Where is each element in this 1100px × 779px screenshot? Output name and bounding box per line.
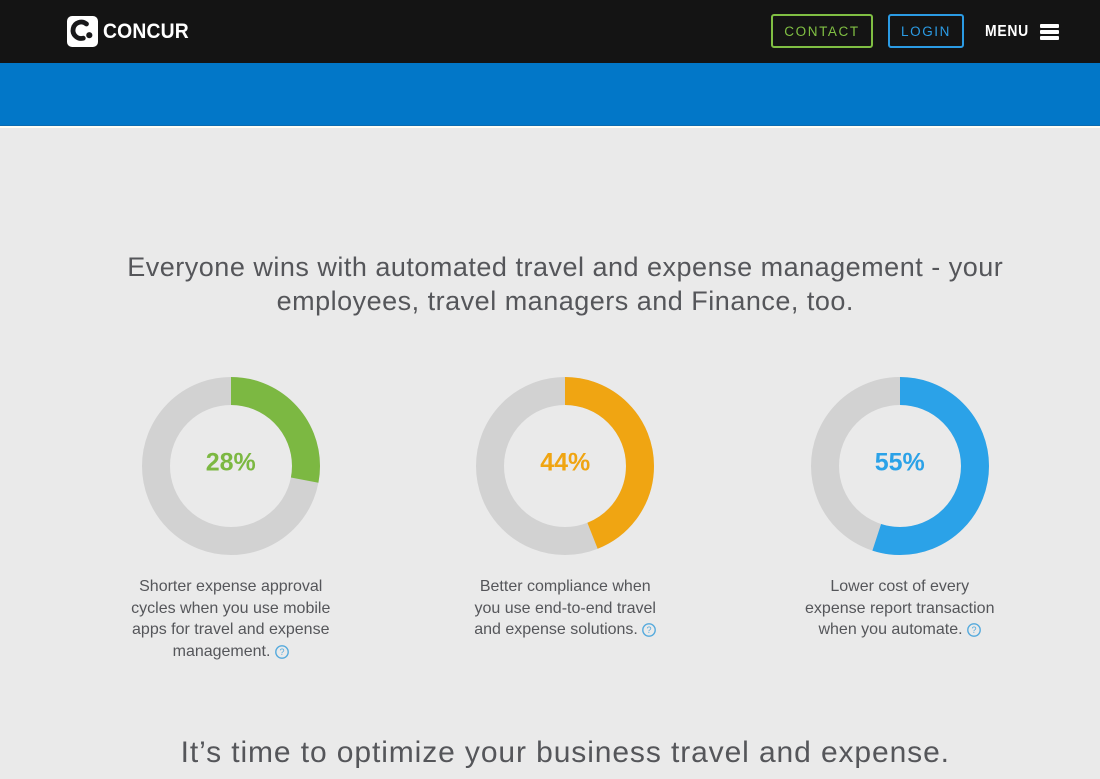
svg-text:?: ?	[279, 647, 284, 657]
svg-text:?: ?	[972, 625, 977, 635]
svg-text:?: ?	[647, 625, 652, 635]
